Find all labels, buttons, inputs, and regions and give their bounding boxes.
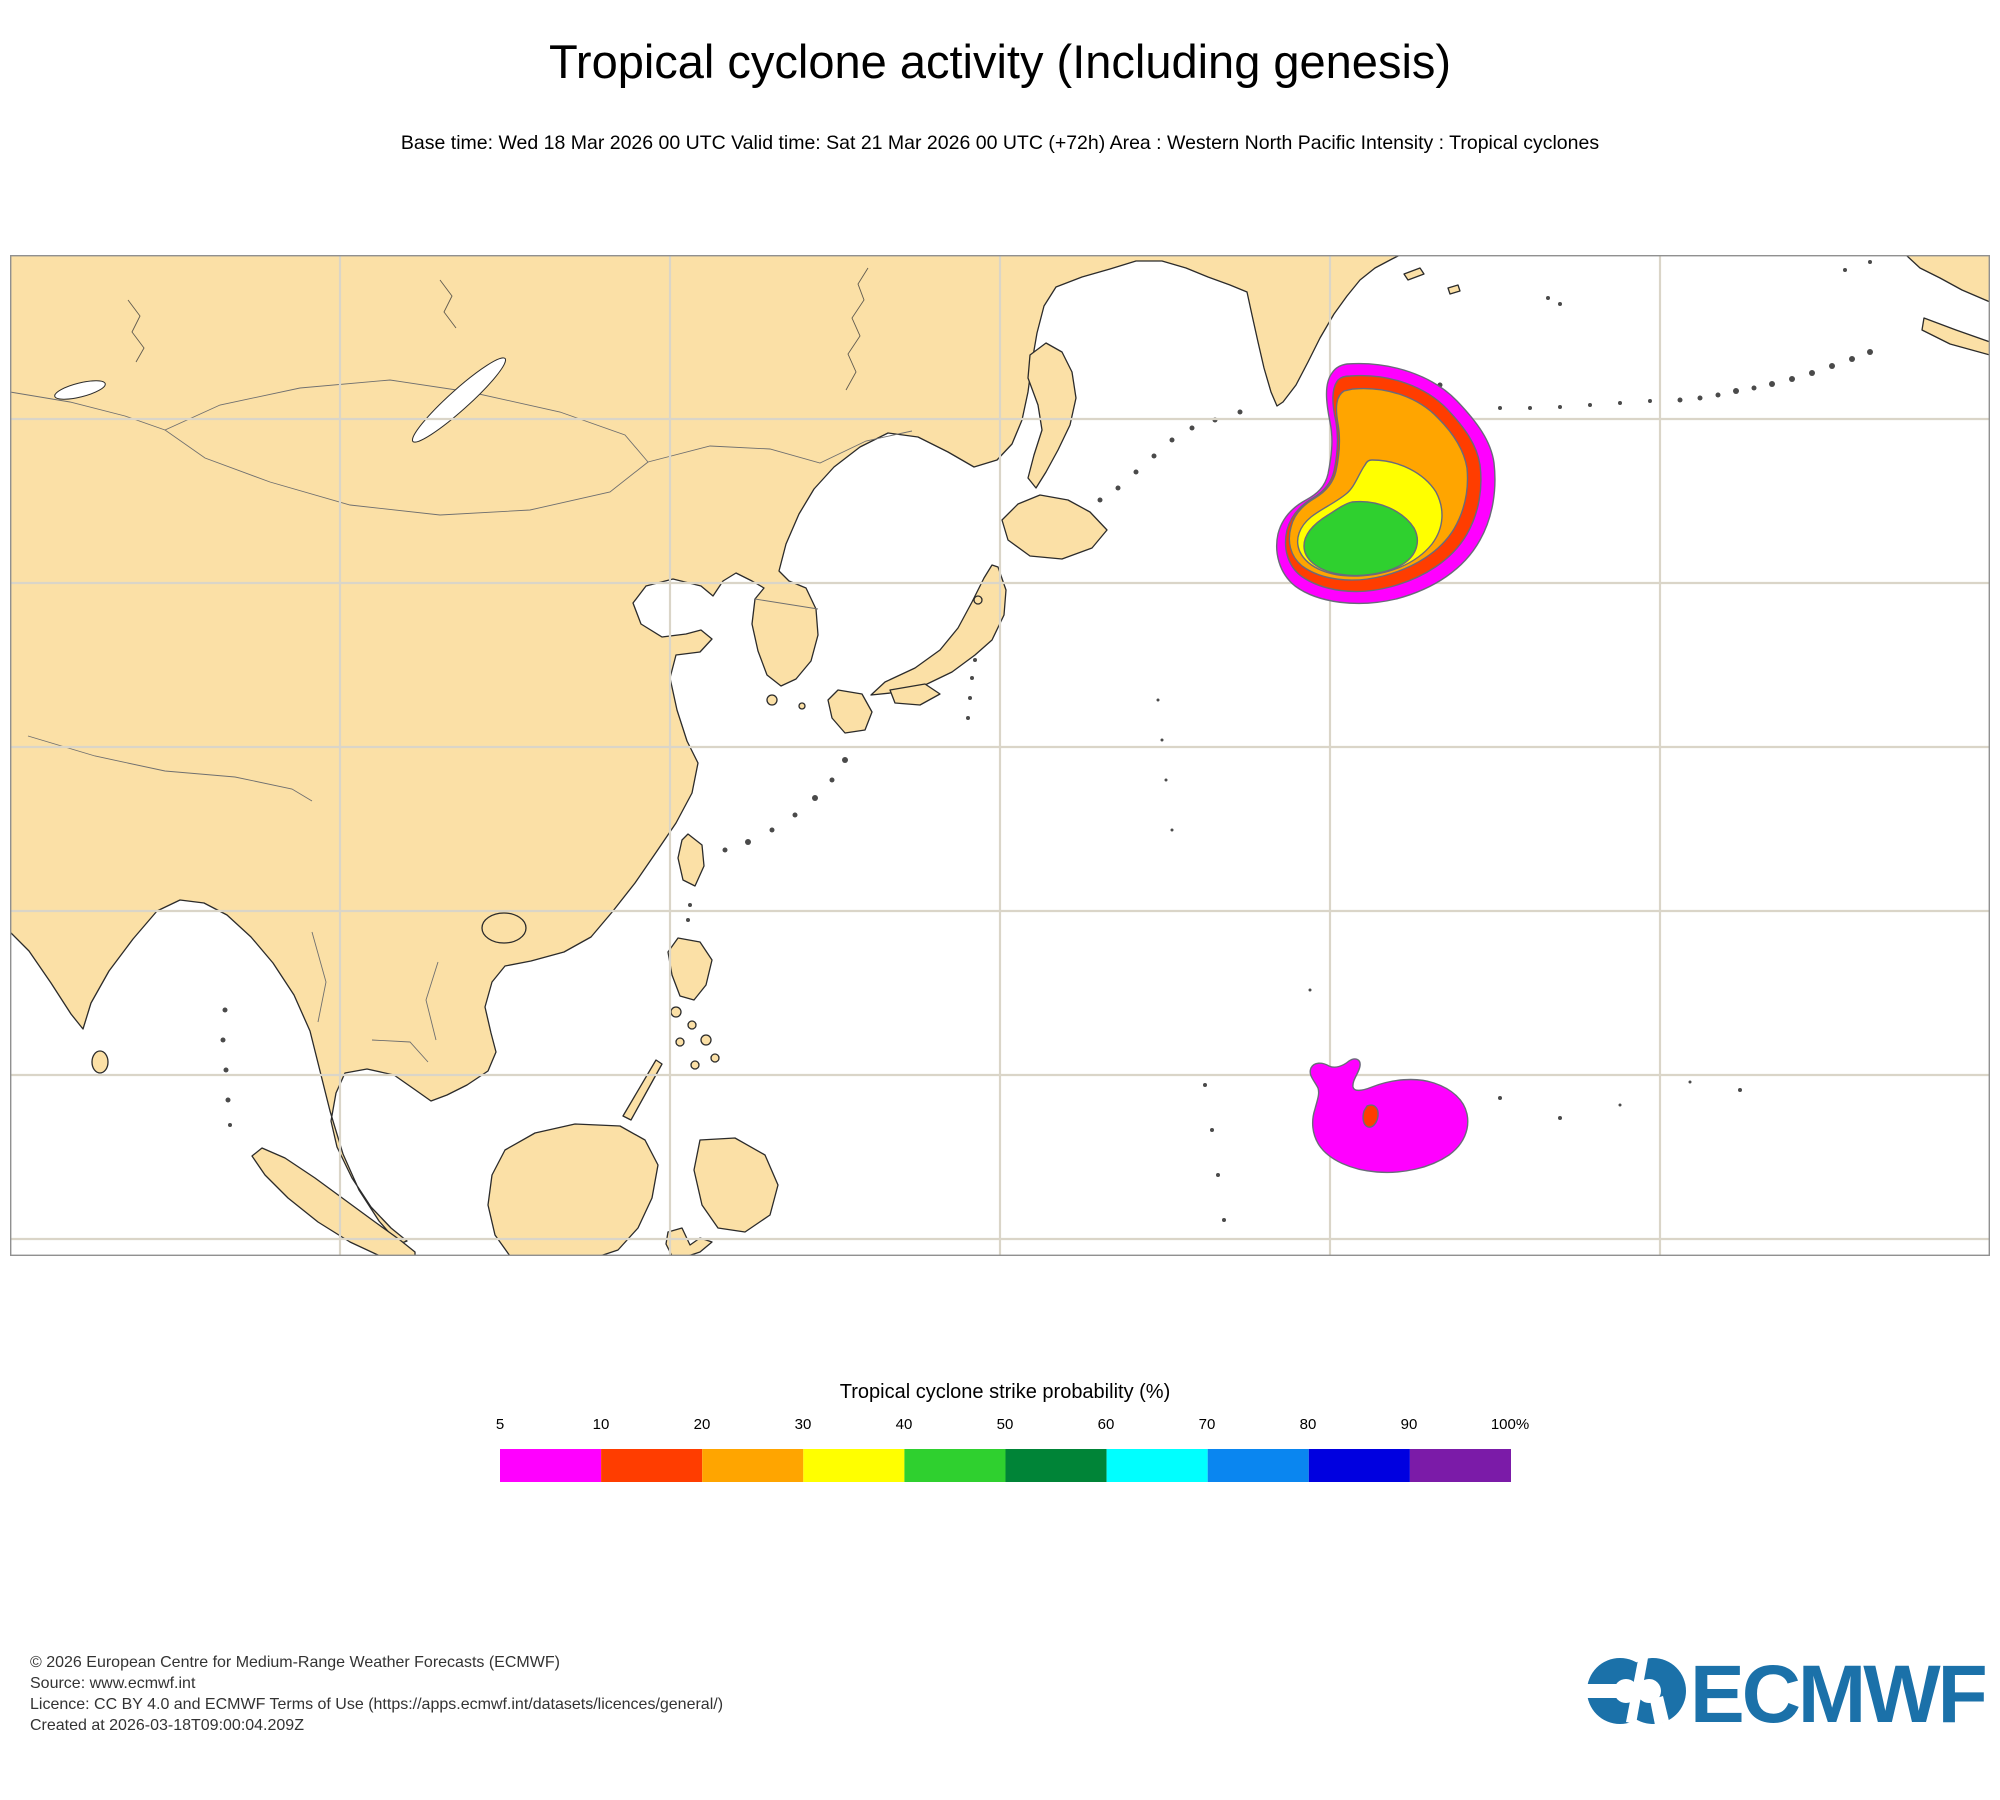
island-hokkaido (1001, 494, 1108, 560)
forecast-map (10, 255, 1990, 1256)
country-borders (10, 379, 913, 1063)
lake-balkhash (54, 380, 106, 400)
legend-swatch-10 (601, 1449, 703, 1482)
legend-tick-100: 100% (1490, 1416, 1530, 1433)
island-st-lawrence (1403, 267, 1425, 281)
island-honshu (870, 564, 1007, 696)
contour-south-10pct (1362, 1104, 1379, 1128)
legend-swatch-60 (1106, 1449, 1208, 1482)
island-borneo (487, 1123, 659, 1256)
ecmwf-logo: ECMWF (1585, 1649, 1989, 1740)
legend-tick-70: 70 (1198, 1416, 1216, 1433)
island-hainan (481, 912, 527, 944)
lakes (54, 357, 507, 443)
legend-swatch-20 (702, 1449, 804, 1482)
footer-source: Source: www.ecmwf.int (30, 1675, 196, 1692)
ecmwf-logo-text: ECMWF (1690, 1649, 1986, 1740)
ecmwf-logo-mark-cutouts (1585, 1658, 1669, 1725)
islands-visayas (670, 1006, 720, 1070)
legend-swatch-50 (1005, 1449, 1107, 1482)
island-taiwan (677, 833, 705, 887)
strike-probability-south-system (1309, 1058, 1469, 1174)
island-sri-lanka (91, 1050, 109, 1074)
legend-tick-50: 50 (996, 1416, 1014, 1433)
island-chain-dots (220, 260, 1873, 1222)
page-title: Tropical cyclone activity (Including gen… (548, 35, 1452, 88)
island-kyushu (827, 689, 873, 734)
legend-tick-5: 5 (495, 1416, 505, 1433)
island-tsushima (798, 702, 806, 710)
graticule (10, 255, 1990, 1256)
landmasses (10, 255, 1990, 1256)
strike-probability-north-system (1276, 362, 1496, 605)
island-sado (973, 595, 983, 605)
legend-tick-30: 30 (794, 1416, 812, 1433)
footer-licence: Licence: CC BY 4.0 and ECMWF Terms of Us… (30, 1696, 724, 1713)
legend-title: Tropical cyclone strike probability (%) (839, 1381, 1171, 1403)
legend-color-bar (500, 1449, 1511, 1482)
island-sakhalin (1027, 342, 1077, 489)
alaska-corner (1905, 255, 1990, 303)
legend-swatch-30 (803, 1449, 905, 1482)
legend-swatch-80 (1308, 1449, 1410, 1482)
legend-tick-60: 60 (1097, 1416, 1115, 1433)
legend-tick-80: 80 (1299, 1416, 1317, 1433)
legend-tick-90: 90 (1400, 1416, 1418, 1433)
legend-swatch-5 (500, 1449, 602, 1482)
contour-south-5pct (1309, 1058, 1469, 1174)
legend-tick-10: 10 (592, 1416, 610, 1433)
island-shikoku (889, 683, 941, 706)
asia-landmass (10, 255, 1401, 1245)
island-st-matthew (1447, 284, 1461, 295)
legend-swatch-70 (1207, 1449, 1309, 1482)
subtitle: Base time: Wed 18 Mar 2026 00 UTC Valid … (400, 132, 1600, 154)
legend-tick-20: 20 (693, 1416, 711, 1433)
contour-north-40pct (1303, 500, 1418, 577)
alaska-peninsula (1921, 317, 1990, 356)
island-cheju (766, 694, 778, 706)
island-mindanao (693, 1137, 779, 1233)
footer: © 2026 European Centre for Medium-Range … (30, 1652, 723, 1736)
map-frame (10, 255, 1990, 1256)
lake-baikal (411, 357, 507, 443)
legend-swatch-40 (904, 1449, 1006, 1482)
island-sumatra (251, 1147, 416, 1256)
footer-created: Created at 2026-03-18T09:00:04.209Z (30, 1717, 304, 1734)
rivers (127, 267, 869, 391)
legend-swatch-90 (1409, 1449, 1511, 1482)
footer-copyright: © 2026 European Centre for Medium-Range … (30, 1654, 560, 1671)
legend-tick-40: 40 (895, 1416, 913, 1433)
